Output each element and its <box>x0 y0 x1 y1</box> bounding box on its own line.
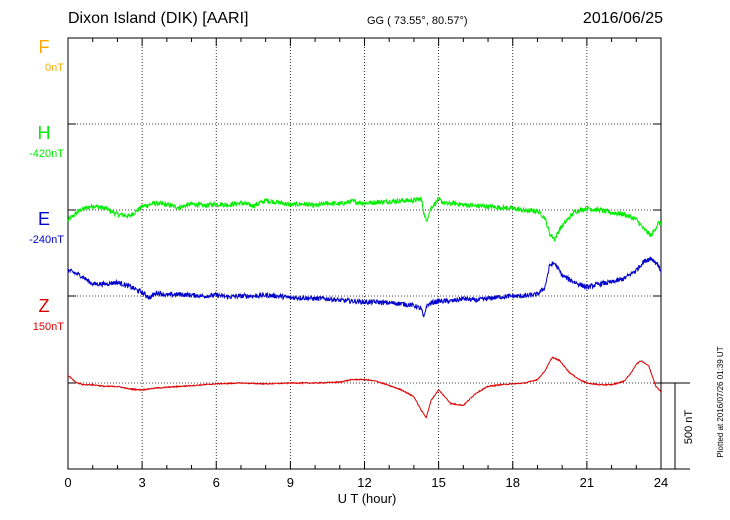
chart-date: 2016/06/25 <box>582 10 663 27</box>
x-tick-label: 24 <box>654 475 668 490</box>
series-line-h <box>67 195 662 242</box>
x-tick-label: 9 <box>287 475 294 490</box>
x-tick-label: 6 <box>213 475 220 490</box>
chart-title: Dixon Island (DIK) [AARI] <box>68 10 249 27</box>
component-letter-e: E <box>38 209 50 229</box>
component-baseline-f: 0nT <box>45 62 64 74</box>
x-tick-label: 18 <box>506 475 520 490</box>
component-baseline-z: 150nT <box>33 321 64 333</box>
scale-bar-label: 500 nT <box>683 410 695 445</box>
series-line-e <box>67 256 662 318</box>
x-tick-labels: 0 3 6 9 12 15 18 21 24 <box>64 475 668 490</box>
axis-ticks <box>67 38 662 469</box>
x-tick-label: 0 <box>64 475 71 490</box>
series-line-z <box>67 356 662 419</box>
plotted-timestamp: Plotted at 2016/07/26 01:39 UT <box>716 346 725 457</box>
x-tick-label: 3 <box>139 475 146 490</box>
x-tick-label: 21 <box>580 475 594 490</box>
station-coordinates: GG ( 73.55°, 80.57°) <box>367 15 468 27</box>
component-labels: F 0nT H -420nT E -240nT Z 150nT <box>29 37 64 333</box>
grid-lines <box>68 38 661 469</box>
component-baseline-e: -240nT <box>29 234 64 246</box>
component-baseline-h: -420nT <box>29 148 64 160</box>
component-letter-f: F <box>39 37 50 57</box>
component-letter-h: H <box>38 123 51 143</box>
x-tick-label: 12 <box>357 475 371 490</box>
component-letter-z: Z <box>39 296 50 316</box>
x-axis-label: U T (hour) <box>338 491 397 506</box>
x-tick-label: 15 <box>431 475 445 490</box>
series-lines <box>67 195 662 419</box>
